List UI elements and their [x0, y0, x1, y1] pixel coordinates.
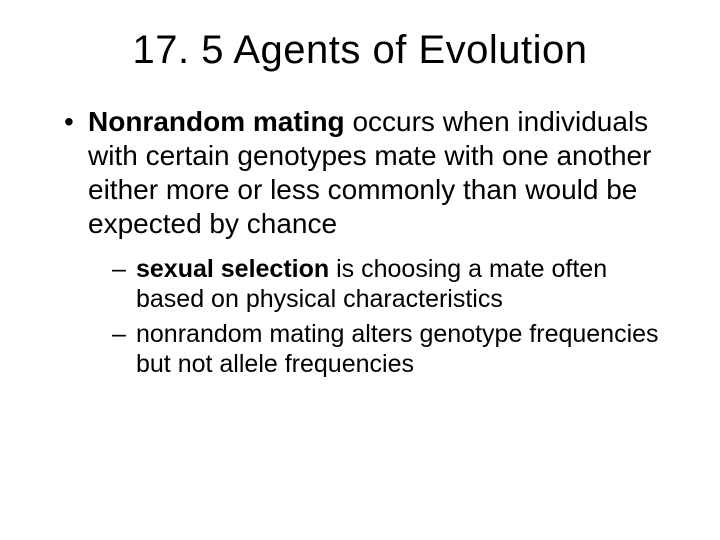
sub-bullet-2: nonrandom mating alters genotype frequen…: [112, 319, 660, 380]
bullet-item-1: Nonrandom mating occurs when individuals…: [60, 105, 660, 380]
slide-title: 17. 5 Agents of Evolution: [40, 28, 680, 73]
bullet-list: Nonrandom mating occurs when individuals…: [40, 105, 680, 380]
sub-2-text: nonrandom mating alters genotype frequen…: [136, 320, 659, 379]
sub-bullet-list: sexual selection is choosing a mate ofte…: [88, 254, 660, 380]
sub-bullet-1: sexual selection is choosing a mate ofte…: [112, 254, 660, 315]
sub-1-bold: sexual selection: [136, 255, 329, 283]
bullet-1-bold: Nonrandom mating: [88, 106, 345, 137]
slide: 17. 5 Agents of Evolution Nonrandom mati…: [0, 0, 720, 540]
